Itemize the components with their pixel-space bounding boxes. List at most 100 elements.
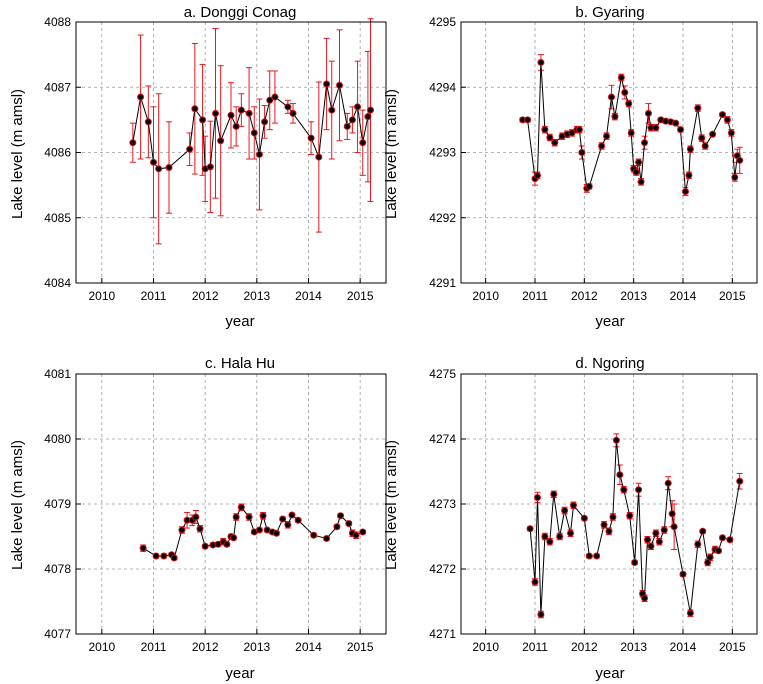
panel-c-data-point xyxy=(201,542,209,550)
panel-d-ytick-label: 4275 xyxy=(429,367,456,381)
panel-d-data-point xyxy=(567,529,575,537)
panel-c-xtick-label: 2014 xyxy=(295,640,322,654)
panel-a-data-point xyxy=(206,163,214,171)
panel-d-data-point xyxy=(612,436,620,444)
panel-a-ytick-label: 4088 xyxy=(44,15,71,29)
panel-c-data-point xyxy=(178,526,186,534)
panel-b-data-point xyxy=(632,168,640,176)
panel-c-data-point xyxy=(333,523,341,531)
panel-d-data-point xyxy=(556,533,564,540)
panel-b-data-point xyxy=(621,88,629,96)
panel-c-data-point xyxy=(170,554,178,562)
panel-c-data-point xyxy=(152,552,160,560)
panel-a-data-point xyxy=(261,118,269,126)
panel-c-data-point xyxy=(160,552,168,560)
panel-b-xtick-label: 2014 xyxy=(670,289,697,303)
panel-a-data-point xyxy=(323,80,331,88)
panel-c-data-point xyxy=(272,529,280,537)
panel-a-data-point xyxy=(199,116,207,124)
panel-c-data-point xyxy=(345,520,353,527)
panel-a-data-point xyxy=(237,106,245,114)
panel-b-xtick-label: 2010 xyxy=(472,289,499,303)
panel-b-ytick-label: 4291 xyxy=(429,276,456,290)
panel-d-xtick-label: 2014 xyxy=(670,640,697,654)
panel-b-ytick-label: 4294 xyxy=(429,80,456,94)
panel-a-data-point xyxy=(328,106,336,114)
panel-a-data-point xyxy=(245,109,253,117)
panel-b-data-point xyxy=(736,156,744,164)
panel-b-data-point xyxy=(575,126,583,134)
panel-c-ytick-label: 4077 xyxy=(44,627,71,641)
panel-c-data-point xyxy=(237,503,245,511)
panel-a-data-point xyxy=(217,137,225,145)
panel-d-data-point xyxy=(585,552,593,560)
panel-c-xtick-label: 2011 xyxy=(141,640,167,654)
panel-d-plot: 2010 2011 2012 2013 2014 2015 4271 4272 4273 4274… xyxy=(429,367,758,654)
panel-d-data-point xyxy=(664,479,672,487)
panel-a-data-point xyxy=(336,81,343,89)
panel-a-data-point xyxy=(266,96,274,104)
panel-b-plot: 2010 2011 2012 2013 2014 2015 4291 4292 4293 4294… xyxy=(429,15,758,303)
panel-a-xlabel: year xyxy=(225,313,254,330)
panel-a-plot: 2010 2011 2012 2013 2014 2015 4084 4085 4086 4087… xyxy=(44,15,387,303)
panel-a-data-point xyxy=(364,113,372,121)
panel-a: a. Donggi Conag year Lake level (m amsl)… xyxy=(9,4,387,330)
panel-a-xtick-label: 2013 xyxy=(243,289,270,303)
panel-c-data-point xyxy=(192,513,200,521)
panel-d-data-point xyxy=(546,538,554,546)
panel-d-data-point xyxy=(706,553,714,561)
panel-b-data-point xyxy=(524,116,532,124)
panel-d-ytick-label: 4273 xyxy=(429,497,456,511)
panel-c-xtick-label: 2015 xyxy=(347,640,374,654)
panel-c-xlabel: year xyxy=(225,665,254,682)
panel-d-data-point xyxy=(526,525,534,533)
panel-b-data-point xyxy=(677,126,685,134)
panel-b-ytick-label: 4295 xyxy=(429,15,456,29)
panel-b-data-point xyxy=(568,129,576,137)
panel-b-data-point xyxy=(617,73,625,81)
panel-d-data-point xyxy=(660,526,668,534)
panel-a-data-point xyxy=(165,164,173,172)
panel-c-xtick-label: 2013 xyxy=(243,640,270,654)
panel-b-data-point xyxy=(551,139,559,147)
panel-d-data-point xyxy=(631,559,639,566)
panel-b-data-point xyxy=(644,109,652,117)
panel-b-ytick-label: 4293 xyxy=(429,146,456,160)
panel-d-data-point xyxy=(550,490,558,498)
panel-b-data-point xyxy=(625,100,633,108)
panel-d-data-point xyxy=(726,536,734,544)
panel-a-ytick-label: 4086 xyxy=(44,146,71,160)
panel-d-ytick-label: 4274 xyxy=(429,432,456,446)
panel-c-data-point xyxy=(352,531,360,539)
panel-d-data-point xyxy=(668,510,676,518)
panel-b-xlabel: year xyxy=(595,313,624,330)
panel-d-series-line xyxy=(529,440,741,615)
panel-b-data-point xyxy=(603,132,611,140)
panel-b-xtick-label: 2013 xyxy=(620,289,647,303)
panel-a-title: a. Donggi Conag xyxy=(184,4,297,21)
panel-a-data-point xyxy=(137,93,145,101)
panel-d-data-point xyxy=(531,578,539,586)
panel-c-data-point xyxy=(223,540,231,548)
panel-d-data-point xyxy=(643,536,651,544)
panel-b-data-point xyxy=(598,142,606,150)
panel-b-data-point xyxy=(694,104,702,112)
panel-d-ytick-label: 4272 xyxy=(429,562,456,576)
panel-d-ytick-label: 4271 xyxy=(429,627,456,641)
panel-a-data-point xyxy=(307,134,315,142)
panel-b-data-point xyxy=(723,116,731,124)
panel-a-ytick-label: 4087 xyxy=(44,80,71,94)
panel-a-data-point xyxy=(129,139,137,147)
panel-b-ytick-label: 4292 xyxy=(429,211,456,225)
panel-c-data-point xyxy=(245,513,253,521)
panel-c-data-point xyxy=(284,521,292,529)
panel-b-data-point xyxy=(685,171,693,179)
panel-b-data-point xyxy=(611,113,619,121)
panel-d-data-point xyxy=(718,534,726,542)
panel-d-data-point xyxy=(641,594,649,602)
panel-d-data-point xyxy=(593,552,601,560)
panel-b-data-point xyxy=(698,134,706,142)
panel-d-title: d. Ngoring xyxy=(575,355,644,372)
panel-d-data-point xyxy=(647,542,655,550)
panel-c-data-point xyxy=(337,512,345,520)
